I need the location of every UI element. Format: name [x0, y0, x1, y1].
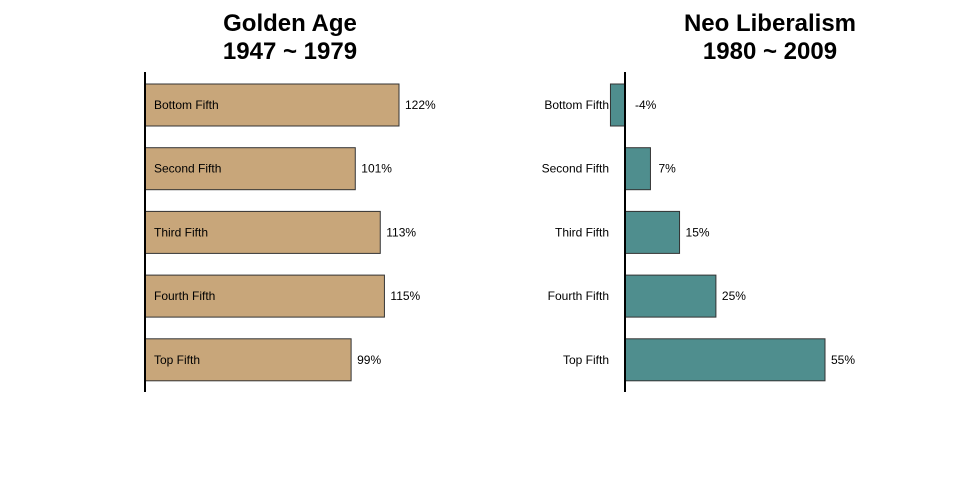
category-label-golden-age-4: Top Fifth [154, 353, 200, 367]
bar-neo-liberalism-4 [624, 338, 826, 382]
chart-subtitle-neo-liberalism: 1980 ~ 2009 [703, 38, 837, 65]
category-label-golden-age-1: Second Fifth [154, 162, 221, 176]
category-label-golden-age-2: Third Fifth [154, 225, 208, 239]
value-label-golden-age-4: 99% [357, 353, 381, 367]
value-label-neo-liberalism-1: 7% [658, 162, 676, 176]
category-label-neo-liberalism-2: Third Fifth [555, 225, 609, 239]
bar-golden-age-4 [144, 338, 352, 382]
value-label-golden-age-3: 115% [390, 289, 420, 303]
category-label-golden-age-0: Bottom Fifth [154, 98, 219, 112]
chart-title-golden-age: Golden Age [223, 10, 357, 37]
bar-neo-liberalism-1 [624, 147, 651, 191]
category-label-golden-age-3: Fourth Fifth [154, 289, 215, 303]
bar-neo-liberalism-0 [609, 83, 626, 127]
category-label-neo-liberalism-4: Top Fifth [563, 353, 609, 367]
category-label-neo-liberalism-3: Fourth Fifth [548, 289, 609, 303]
value-label-neo-liberalism-0: -4% [635, 98, 657, 112]
bar-neo-liberalism-2 [624, 210, 681, 254]
bar-golden-age-0 [144, 83, 400, 127]
bar-golden-age-3 [144, 274, 385, 318]
value-label-golden-age-0: 122% [405, 98, 436, 112]
value-label-golden-age-1: 101% [361, 162, 392, 176]
bar-golden-age-1 [144, 147, 356, 191]
value-label-neo-liberalism-3: 25% [722, 289, 746, 303]
bar-neo-liberalism-3 [624, 274, 717, 318]
category-label-neo-liberalism-1: Second Fifth [542, 162, 609, 176]
chart-subtitle-golden-age: 1947 ~ 1979 [223, 38, 357, 65]
value-label-neo-liberalism-2: 15% [686, 225, 710, 239]
bar-golden-age-2 [144, 210, 381, 254]
value-label-neo-liberalism-4: 55% [831, 353, 855, 367]
category-label-neo-liberalism-0: Bottom Fifth [544, 98, 609, 112]
value-label-golden-age-2: 113% [386, 225, 416, 239]
chart-title-neo-liberalism: Neo Liberalism [684, 10, 856, 37]
